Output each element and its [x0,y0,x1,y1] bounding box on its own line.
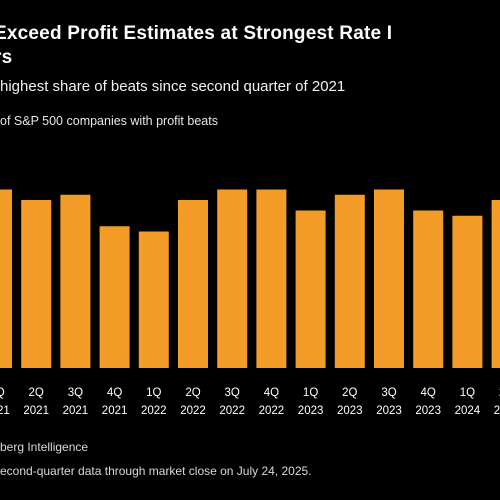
x-tick-label: 2Q 2023 [337,387,363,417]
bar-1Q-2024 [452,215,483,368]
x-tick-label: 2Q 2022 [180,387,206,417]
source-note: berg Intelligence [0,440,89,454]
x-tick-label: 1Q 2024 [455,387,481,417]
x-tick-label: 2Q 2021 [23,387,49,417]
x-tick-label: 1Q 2022 [141,387,167,417]
x-tick-label: 3Q 2023 [376,387,402,417]
bar-2Q-2021 [21,200,52,368]
bar-2Q-2024 [491,200,500,368]
bars-group [0,189,500,368]
x-tick-label: 4Q 2023 [415,387,441,417]
legend-entry: of S&P 500 companies with profit beats [0,114,218,128]
x-tick-label: 2Q2024 [494,387,500,417]
bar-1Q-2022 [138,231,169,368]
x-tick-label: 1Q 2023 [298,387,324,417]
bar-4Q-2023 [413,210,444,368]
bar-1Q-2023 [295,210,326,368]
chart-title: Exceed Profit Estimates at Strongest Rat… [0,23,393,44]
x-tick-label: 1Q2021 [0,387,10,417]
bar-3Q-2021 [60,194,91,368]
bar-3Q-2022 [217,189,248,368]
bar-4Q-2021 [99,226,130,368]
x-tick-label: 4Q 2021 [102,387,128,417]
chart-subtitle: highest share of beats since second quar… [0,78,346,95]
bar-4Q-2022 [256,189,287,368]
x-tick-label: 3Q 2022 [219,387,245,417]
footnote: econd-quarter data through market close … [0,464,312,478]
bar-2Q-2023 [334,194,365,368]
x-tick-label: 3Q 2021 [63,387,89,417]
x-tick-label: 4Q 2022 [259,387,285,417]
bar-3Q-2023 [374,189,404,368]
chart-title-continued: rs [0,47,13,68]
bar-2Q-2022 [178,200,208,368]
bar-1Q-2021 [0,189,12,368]
